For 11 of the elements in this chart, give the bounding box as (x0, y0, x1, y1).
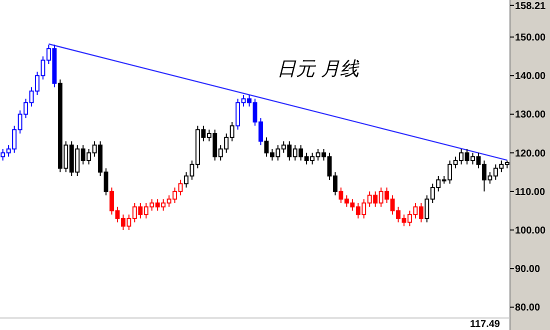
y-tick-label: 110.00 (515, 186, 546, 198)
y-tick-label: 130.00 (515, 110, 546, 121)
y-tick-label: 100.00 (515, 226, 546, 237)
y-tick-label: 80.00 (515, 302, 540, 314)
y-tick-label: 158.21 (515, 0, 546, 12)
y-tick-label: 120.00 (515, 148, 546, 160)
y-tick-label: 90.00 (515, 264, 540, 276)
y-tick-label: 150.00 (515, 32, 546, 44)
y-tick-label: 140.00 (515, 71, 546, 82)
text: 117.49 (470, 319, 500, 330)
text: 日元 月线 (276, 58, 360, 80)
